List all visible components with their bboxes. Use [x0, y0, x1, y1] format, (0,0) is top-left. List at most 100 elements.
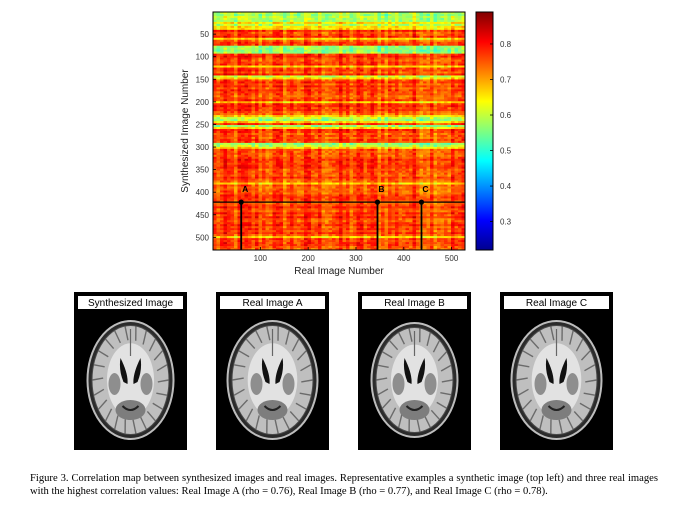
heatmap-cell [437, 59, 441, 62]
heatmap-cell [325, 129, 329, 132]
heatmap-cell [283, 119, 287, 122]
heatmap-cell [297, 127, 301, 130]
heatmap-cell [395, 99, 399, 102]
heatmap-cell [311, 111, 315, 114]
heatmap-cell [321, 85, 326, 88]
heatmap-cell [297, 79, 301, 82]
heatmap-cell [265, 111, 270, 114]
heatmap-cell [461, 136, 466, 140]
heatmap-cell [213, 29, 217, 33]
heatmap-cell [328, 91, 333, 94]
heatmap-cell [213, 59, 217, 62]
heatmap-cell [283, 67, 287, 70]
heatmap-cell [248, 19, 252, 23]
heatmap-cell [451, 37, 455, 41]
heatmap-cell [223, 83, 228, 86]
heatmap-cell [258, 47, 263, 50]
heatmap-cell [230, 35, 235, 39]
heatmap-cell [272, 47, 277, 50]
heatmap-cell [213, 89, 217, 92]
heatmap-cell [461, 63, 466, 66]
heatmap-cell [391, 35, 396, 39]
heatmap-cell [265, 127, 270, 130]
heatmap-cell [244, 83, 249, 86]
heatmap-cell [332, 121, 336, 124]
heatmap-cell [304, 103, 308, 106]
heatmap-cell [297, 21, 301, 25]
heatmap-cell [223, 131, 228, 134]
heatmap-cell [300, 79, 305, 82]
heatmap-cell [265, 71, 270, 74]
heatmap-cell [311, 27, 315, 31]
heatmap-cell [276, 37, 280, 41]
heatmap-cell [314, 115, 319, 118]
heatmap-cell [269, 97, 273, 100]
heatmap-cell [269, 117, 273, 120]
heatmap-cell [402, 35, 406, 39]
heatmap-cell [328, 79, 333, 82]
heatmap-cell [454, 33, 459, 37]
heatmap-cell [220, 57, 224, 60]
heatmap-cell [370, 47, 375, 50]
heatmap-cell [216, 134, 221, 138]
heatmap-cell [423, 53, 427, 56]
heatmap-cell [314, 39, 319, 43]
heatmap-cell [272, 77, 277, 80]
heatmap-cell [234, 35, 238, 39]
heatmap-cell [307, 125, 312, 128]
heatmap-cell [300, 61, 305, 64]
heatmap-cell [279, 105, 284, 108]
heatmap-cell [412, 61, 417, 64]
heatmap-cell [461, 35, 466, 39]
heatmap-cell [416, 105, 420, 108]
heatmap-cell [265, 144, 270, 148]
heatmap-cell [451, 12, 455, 15]
heatmap-cell [276, 87, 280, 90]
heatmap-cell [241, 13, 245, 17]
heatmap-cell [332, 97, 336, 100]
heatmap-cell [311, 127, 315, 130]
heatmap-cell [297, 105, 301, 108]
heatmap-cell [395, 37, 399, 41]
heatmap-cell [279, 131, 284, 134]
heatmap-cell [269, 129, 273, 132]
heatmap-cell [356, 109, 361, 112]
heatmap-cell [444, 47, 448, 50]
heatmap-cell [423, 85, 427, 88]
heatmap-cell [395, 142, 399, 146]
heatmap-cell [227, 15, 231, 19]
heatmap-cell [325, 131, 329, 134]
heatmap-cell [213, 45, 217, 48]
heatmap-cell [388, 25, 392, 29]
heatmap-cell [269, 73, 273, 76]
heatmap-cell [230, 83, 235, 86]
heatmap-cell [293, 19, 298, 23]
heatmap-cell [384, 21, 389, 25]
heatmap-cell [384, 131, 389, 134]
heatmap-cell [398, 107, 403, 110]
heatmap-cell [286, 12, 291, 15]
heatmap-cell [349, 21, 354, 25]
heatmap-cell [444, 57, 448, 60]
heatmap-cell [454, 115, 459, 118]
heatmap-cell [213, 142, 217, 146]
heatmap-cell [269, 63, 273, 66]
heatmap-cell [318, 31, 322, 35]
heatmap-cell [258, 117, 263, 120]
heatmap-cell [297, 123, 301, 126]
heatmap-cell [353, 125, 357, 128]
heatmap-cell [353, 49, 357, 52]
heatmap-cell [269, 111, 273, 114]
heatmap-cell [426, 117, 431, 120]
heatmap-cell [458, 105, 462, 108]
heatmap-cell [251, 25, 256, 29]
heatmap-cell [227, 19, 231, 23]
heatmap-cell [216, 83, 221, 86]
heatmap-cell [458, 35, 462, 39]
heatmap-cell [297, 132, 301, 136]
heatmap-cell [262, 73, 266, 76]
heatmap-cell [300, 132, 305, 136]
heatmap-cell [374, 109, 378, 112]
heatmap-cell [283, 15, 287, 19]
heatmap-cell [398, 37, 403, 41]
